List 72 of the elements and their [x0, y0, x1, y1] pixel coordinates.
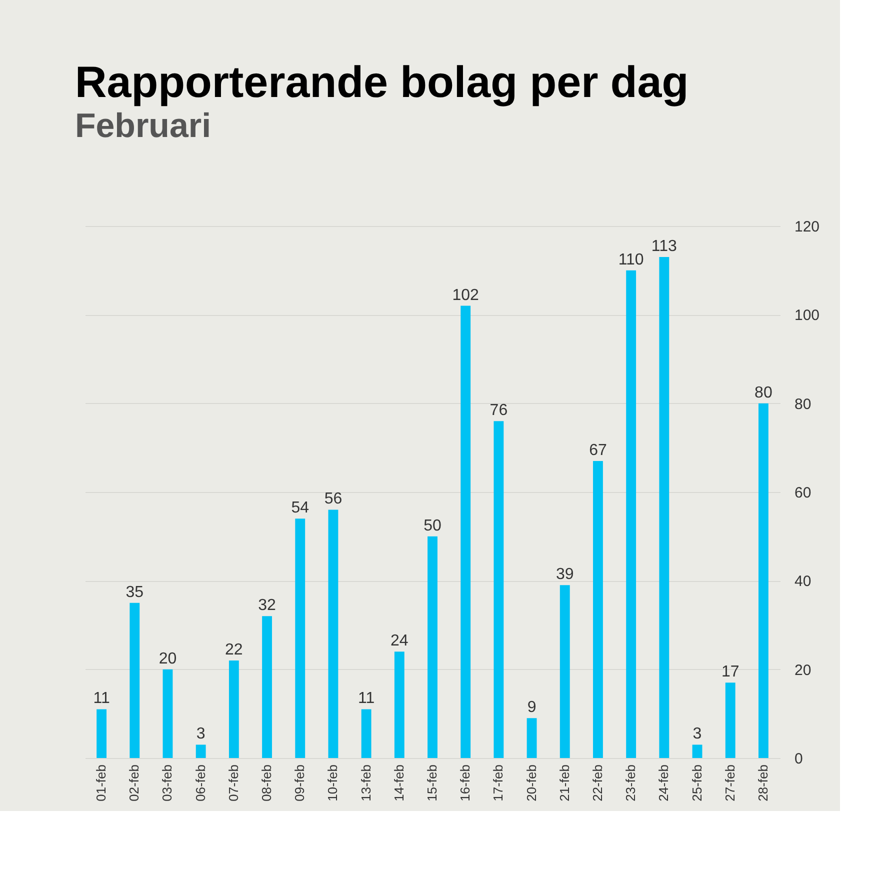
chart-title: Rapporterande bolag per dag	[75, 58, 689, 107]
data-label: 113	[651, 238, 678, 256]
bar	[460, 306, 471, 758]
y-tick-label: 100	[794, 307, 820, 324]
bar	[758, 403, 768, 758]
data-label: 39	[556, 566, 574, 584]
data-label: 9	[527, 699, 536, 716]
bar	[526, 718, 537, 758]
bar	[560, 585, 570, 758]
data-label: 20	[158, 650, 177, 668]
data-label: 32	[258, 597, 276, 614]
data-label: 11	[93, 690, 110, 708]
y-tick-label: 120	[794, 218, 820, 236]
y-tick-label: 80	[794, 396, 812, 413]
bar	[659, 257, 670, 758]
x-tick-label: 10-feb	[325, 764, 340, 802]
data-label: 11	[358, 690, 375, 708]
x-tick-label: 01-feb	[94, 764, 109, 802]
bar	[394, 652, 404, 758]
y-tick-label: 40	[794, 573, 812, 590]
bar	[328, 510, 338, 758]
data-label: 56	[324, 490, 342, 508]
bar	[494, 421, 504, 758]
data-label: 17	[721, 664, 740, 681]
y-tick-label: 0	[794, 750, 803, 768]
data-label: 22	[225, 641, 243, 658]
x-tick-label: 25-feb	[689, 764, 704, 802]
data-label: 102	[452, 286, 480, 304]
data-label: 80	[754, 384, 772, 402]
x-tick-label: 28-feb	[755, 764, 770, 802]
bar	[725, 682, 736, 758]
x-tick-label: 17-feb	[490, 764, 506, 802]
x-tick-label: 09-feb	[292, 764, 308, 802]
bar	[428, 536, 438, 758]
x-tick-label: 16-feb	[458, 764, 473, 802]
data-label: 35	[126, 584, 144, 601]
bar	[196, 744, 206, 758]
x-tick-label: 13-feb	[358, 764, 374, 802]
x-tick-label: 21-feb	[556, 764, 572, 802]
bar	[96, 709, 107, 758]
bar	[130, 602, 140, 758]
x-tick-label: 02-feb	[126, 764, 142, 802]
bar	[626, 270, 636, 758]
x-tick-label: 20-feb	[524, 764, 539, 802]
data-label: 76	[490, 402, 508, 420]
bar	[692, 744, 702, 758]
x-tick-label: 23-feb	[623, 764, 638, 802]
data-label: 3	[692, 726, 702, 743]
y-tick-label: 20	[794, 662, 812, 679]
bar	[262, 616, 272, 758]
data-label: 54	[291, 500, 310, 517]
bar	[295, 518, 306, 758]
data-label: 24	[390, 632, 408, 650]
x-tick-label: 07-feb	[226, 764, 241, 802]
x-tick-label: 14-feb	[391, 764, 406, 802]
data-label: 50	[424, 517, 442, 534]
bar	[361, 709, 372, 758]
data-label: 110	[618, 251, 644, 268]
chart-subtitle: Februari	[75, 107, 212, 145]
x-tick-label: 15-feb	[424, 764, 440, 802]
data-label: 3	[196, 726, 206, 743]
x-tick-label: 22-feb	[590, 764, 605, 802]
bar	[228, 660, 239, 758]
data-label: 67	[589, 442, 607, 459]
bar	[162, 669, 173, 758]
x-tick-label: 03-feb	[160, 764, 175, 802]
x-tick-label: 24-feb	[656, 764, 672, 802]
x-tick-label: 06-feb	[192, 764, 208, 802]
y-tick-label: 60	[794, 484, 812, 502]
bar	[593, 460, 603, 758]
x-tick-label: 08-feb	[259, 764, 274, 802]
x-tick-label: 27-feb	[722, 764, 738, 802]
